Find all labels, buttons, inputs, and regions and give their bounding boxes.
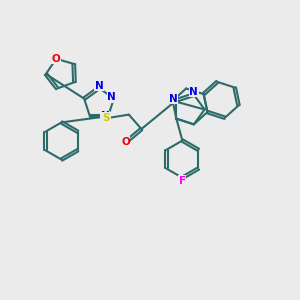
Text: O: O: [121, 137, 130, 147]
Text: N: N: [107, 92, 116, 102]
Text: N: N: [169, 94, 178, 104]
Text: O: O: [52, 54, 61, 64]
Text: N: N: [189, 87, 198, 97]
Text: N: N: [101, 111, 110, 121]
Text: N: N: [94, 81, 103, 91]
Text: F: F: [179, 176, 186, 186]
Text: S: S: [103, 112, 110, 123]
